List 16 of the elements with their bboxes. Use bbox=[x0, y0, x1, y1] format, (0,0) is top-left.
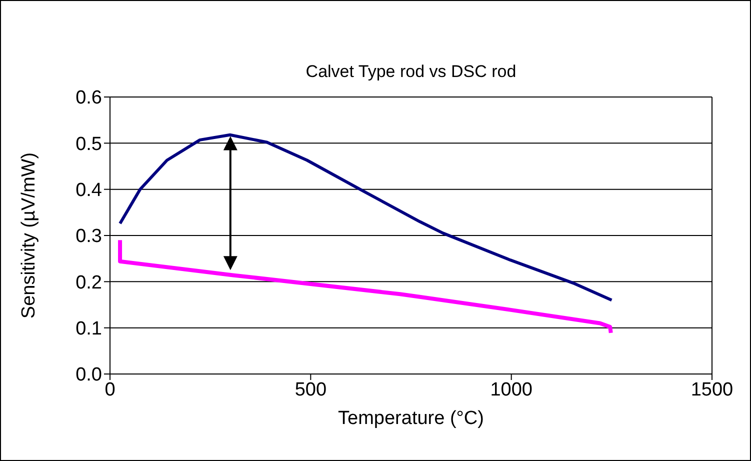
x-tick-label: 1500 bbox=[690, 379, 734, 400]
line-series bbox=[118, 133, 614, 302]
x-tick-label: 0 bbox=[104, 379, 116, 400]
y-tick-label: 0.4 bbox=[76, 180, 102, 202]
y-tick-label: 0.2 bbox=[76, 272, 102, 294]
y-tick-label: 0.5 bbox=[76, 134, 102, 155]
x-tick-label: 1000 bbox=[490, 379, 532, 400]
chart-title: Calvet Type rod vs DSC rod bbox=[306, 62, 516, 81]
y-tick-label: 0.6 bbox=[76, 88, 102, 109]
x-tick-label: 500 bbox=[294, 379, 327, 400]
y-tick-label: 0.3 bbox=[76, 226, 102, 248]
y-tick-label: 0.1 bbox=[76, 318, 102, 340]
x-axis-title: Temperature (°C) bbox=[338, 408, 484, 429]
y-axis-title: Sensitivity (µV/mW) bbox=[18, 152, 40, 319]
y-tick-label: 0.0 bbox=[76, 364, 102, 386]
line-series bbox=[118, 238, 613, 335]
